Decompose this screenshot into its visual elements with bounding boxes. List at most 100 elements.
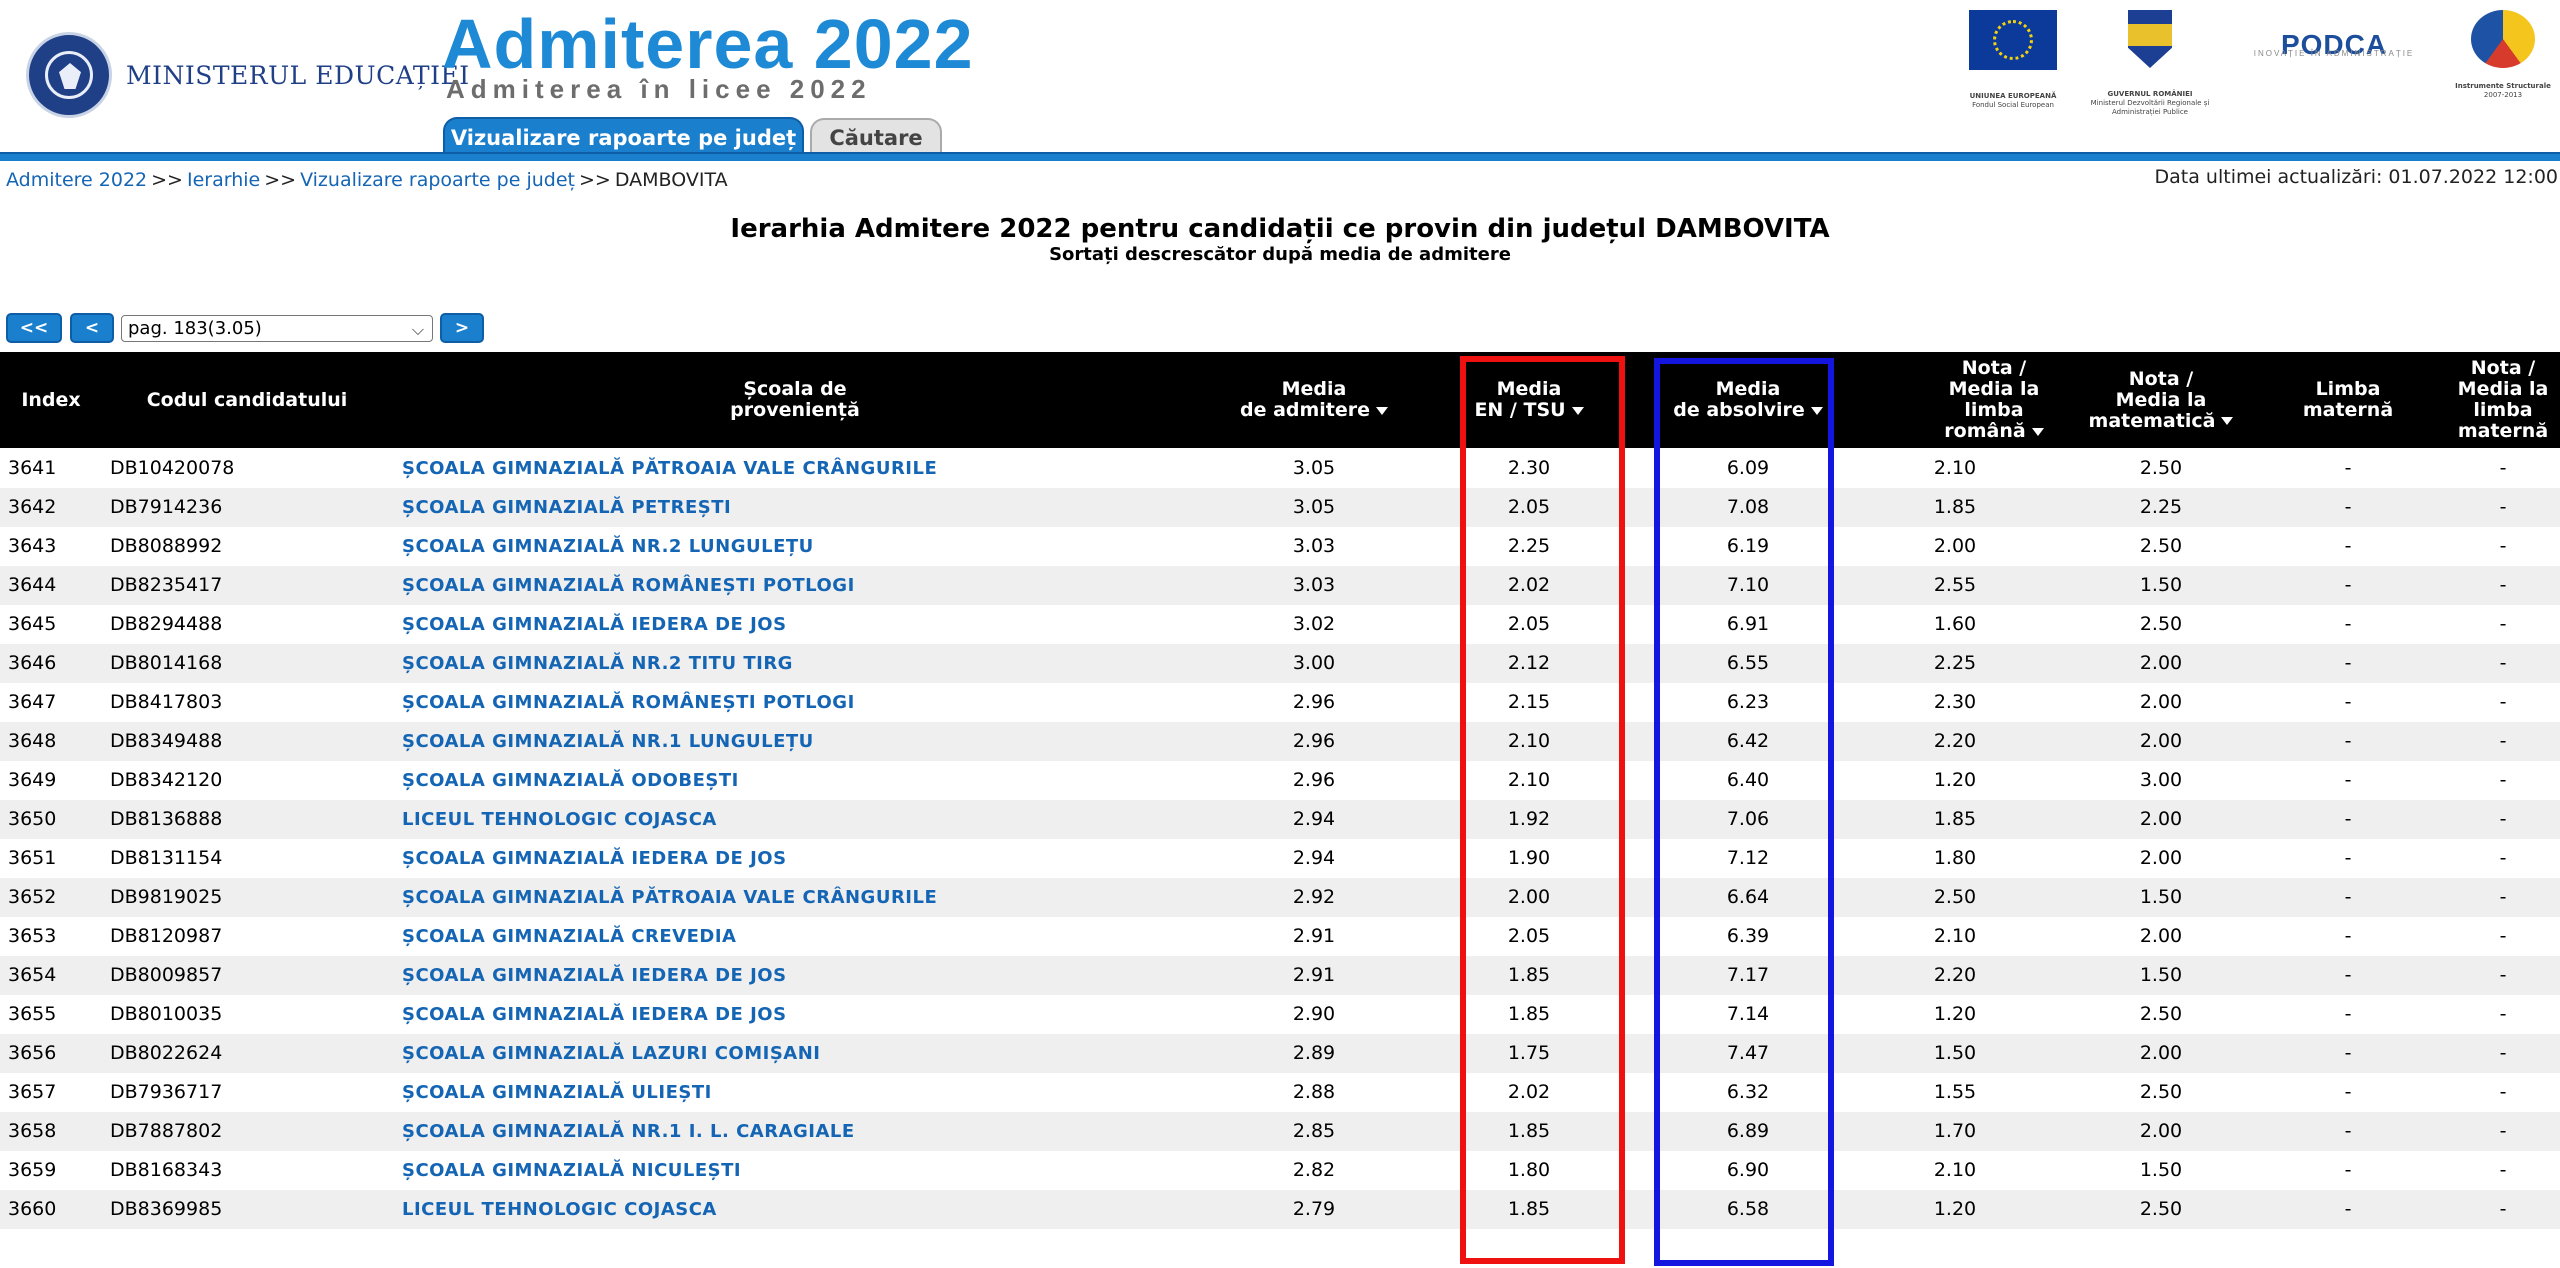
mother-tongue-grade: - xyxy=(2499,847,2507,869)
table-body: 3641 DB10420078 ȘCOALA GIMNAZIALĂ PĂTROAIA… xyxy=(0,449,2560,1229)
breadcrumb-link-ierarhie[interactable]: Ierarhie xyxy=(186,169,261,191)
en-tsu-average: 2.25 xyxy=(1507,535,1551,557)
school-link[interactable]: ȘCOALA GIMNAZIALĂ PĂTROAIA VALE CRÂNGURI… xyxy=(402,887,938,908)
math-grade: 1.50 xyxy=(2139,1159,2183,1181)
graduation-average: 6.55 xyxy=(1726,652,1770,674)
graduation-average: 7.17 xyxy=(1726,964,1770,986)
page-select-value: pag. 183(3.05) xyxy=(128,318,262,339)
breadcrumb: Admitere 2022 >> Ierarhie >> Vizualizare rap… xyxy=(6,169,728,191)
ministry-logo[interactable]: MINISTERUL EDUCAȚIEI xyxy=(26,32,470,118)
candidate-code: DB8014168 xyxy=(110,652,223,674)
col-romanian-grade[interactable]: Nota / Media la limba română xyxy=(1862,352,2126,448)
page-select[interactable]: pag. 183(3.05) ⌵ xyxy=(121,315,433,342)
eu-flag-icon xyxy=(1969,10,2057,70)
graduation-average: 6.19 xyxy=(1726,535,1770,557)
mother-tongue-grade: - xyxy=(2499,730,2507,752)
mother-tongue-grade: - xyxy=(2499,457,2507,479)
graduation-average: 6.64 xyxy=(1726,886,1770,908)
en-tsu-average: 1.90 xyxy=(1507,847,1551,869)
candidate-code: DB8009857 xyxy=(110,964,223,986)
next-page-button[interactable]: > xyxy=(440,313,484,343)
en-tsu-average: 1.85 xyxy=(1507,1120,1551,1142)
admission-average: 2.96 xyxy=(1292,769,1336,791)
romanian-grade: 2.25 xyxy=(1933,652,1977,674)
admission-average: 2.90 xyxy=(1292,1003,1336,1025)
math-grade: 2.50 xyxy=(2139,457,2183,479)
row-index: 3659 xyxy=(8,1159,57,1181)
col-en-tsu-average[interactable]: Media EN / TSU xyxy=(1432,352,1626,448)
sort-desc-icon[interactable] xyxy=(2031,427,2044,436)
school-link[interactable]: ȘCOALA GIMNAZIALĂ NR.1 I. L. CARAGIALE xyxy=(402,1121,855,1142)
school-link[interactable]: ȘCOALA GIMNAZIALĂ LAZURI COMIȘANI xyxy=(402,1043,821,1064)
col-math-grade[interactable]: Nota / Media la matematică xyxy=(2048,352,2274,448)
school-link[interactable]: ȘCOALA GIMNAZIALĂ CREVEDIA xyxy=(402,926,737,947)
romanian-grade: 2.30 xyxy=(1933,691,1977,713)
row-index: 3645 xyxy=(8,613,57,635)
row-index: 3654 xyxy=(8,964,57,986)
candidate-code: DB8417803 xyxy=(110,691,223,713)
school-link[interactable]: ȘCOALA GIMNAZIALĂ PETREȘTI xyxy=(402,497,732,518)
school-link[interactable]: ȘCOALA GIMNAZIALĂ NICULEȘTI xyxy=(402,1160,742,1181)
school-link[interactable]: ȘCOALA GIMNAZIALĂ ODOBEȘTI xyxy=(402,770,739,791)
sort-desc-icon[interactable] xyxy=(1571,406,1584,415)
romanian-grade: 2.10 xyxy=(1933,457,1977,479)
romanian-grade: 1.85 xyxy=(1933,808,1977,830)
en-tsu-average: 2.30 xyxy=(1507,457,1551,479)
prev-page-button[interactable]: < xyxy=(70,313,114,343)
school-link[interactable]: ȘCOALA GIMNAZIALĂ IEDERA DE JOS xyxy=(402,1004,787,1025)
en-tsu-average: 1.85 xyxy=(1507,964,1551,986)
table-row: 3646 DB8014168 ȘCOALA GIMNAZIALĂ NR.2 TITU… xyxy=(0,644,2560,683)
school-link[interactable]: ȘCOALA GIMNAZIALĂ PĂTROAIA VALE CRÂNGURI… xyxy=(402,458,938,479)
mother-tongue-grade: - xyxy=(2499,496,2507,518)
mother-tongue: - xyxy=(2344,808,2352,830)
tab-search[interactable]: Căutare xyxy=(810,118,942,155)
chevron-down-icon: ⌵ xyxy=(411,320,424,339)
mother-tongue-grade: - xyxy=(2499,574,2507,596)
math-grade: 1.50 xyxy=(2139,964,2183,986)
table-row: 3655 DB8010035 ȘCOALA GIMNAZIALĂ IEDERA DE… xyxy=(0,995,2560,1034)
mother-tongue: - xyxy=(2344,964,2352,986)
math-grade: 2.50 xyxy=(2139,1198,2183,1220)
col-graduation-average[interactable]: Media de absolvire xyxy=(1650,352,1846,448)
graduation-average: 6.39 xyxy=(1726,925,1770,947)
school-link[interactable]: ȘCOALA GIMNAZIALĂ NR.2 TITU TIRG xyxy=(402,653,793,674)
breadcrumb-link-admitere[interactable]: Admitere 2022 xyxy=(6,169,148,191)
col-mother-tongue: Limba maternă xyxy=(2302,378,2394,421)
admission-average: 3.05 xyxy=(1292,457,1336,479)
school-link[interactable]: LICEUL TEHNOLOGIC COJASCA xyxy=(402,809,717,830)
col-index: Index xyxy=(21,388,81,411)
first-page-button[interactable]: << xyxy=(6,313,62,343)
school-link[interactable]: ȘCOALA GIMNAZIALĂ IEDERA DE JOS xyxy=(402,965,787,986)
romanian-grade: 1.20 xyxy=(1933,1198,1977,1220)
admission-average: 2.79 xyxy=(1292,1198,1336,1220)
school-link[interactable]: ȘCOALA GIMNAZIALĂ IEDERA DE JOS xyxy=(402,614,787,635)
row-index: 3647 xyxy=(8,691,57,713)
row-index: 3644 xyxy=(8,574,57,596)
school-link[interactable]: ȘCOALA GIMNAZIALĂ NR.1 LUNGULEȚU xyxy=(402,731,814,752)
school-link[interactable]: LICEUL TEHNOLOGIC COJASCA xyxy=(402,1199,717,1220)
breadcrumb-link-county-reports[interactable]: Vizualizare rapoarte pe județ xyxy=(300,169,575,191)
tab-county-reports[interactable]: Vizualizare rapoarte pe județ xyxy=(443,117,804,155)
sort-desc-icon[interactable] xyxy=(1376,406,1389,415)
math-grade: 2.00 xyxy=(2139,1120,2183,1142)
school-link[interactable]: ȘCOALA GIMNAZIALĂ NR.2 LUNGULEȚU xyxy=(402,536,814,557)
school-link[interactable]: ȘCOALA GIMNAZIALĂ IEDERA DE JOS xyxy=(402,848,787,869)
sort-desc-icon[interactable] xyxy=(2221,417,2234,425)
school-link[interactable]: ȘCOALA GIMNAZIALĂ ROMÂNEȘTI POTLOGI xyxy=(402,575,855,596)
row-index: 3653 xyxy=(8,925,57,947)
en-tsu-average: 1.92 xyxy=(1507,808,1551,830)
col-admission-average[interactable]: Media de admitere xyxy=(1200,352,1428,448)
graduation-average: 6.89 xyxy=(1726,1120,1770,1142)
school-link[interactable]: ȘCOALA GIMNAZIALĂ ULIEȘTI xyxy=(402,1082,712,1103)
school-link[interactable]: ȘCOALA GIMNAZIALĂ ROMÂNEȘTI POTLOGI xyxy=(402,692,855,713)
mother-tongue-grade: - xyxy=(2499,691,2507,713)
graduation-average: 6.23 xyxy=(1726,691,1770,713)
mother-tongue: - xyxy=(2344,1198,2352,1220)
candidate-code: DB8022624 xyxy=(110,1042,223,1064)
sort-desc-icon[interactable] xyxy=(1810,406,1823,415)
admission-average: 2.89 xyxy=(1292,1042,1336,1064)
graduation-average: 7.08 xyxy=(1726,496,1770,518)
row-index: 3650 xyxy=(8,808,57,830)
row-index: 3642 xyxy=(8,496,57,518)
admission-average: 2.88 xyxy=(1292,1081,1336,1103)
